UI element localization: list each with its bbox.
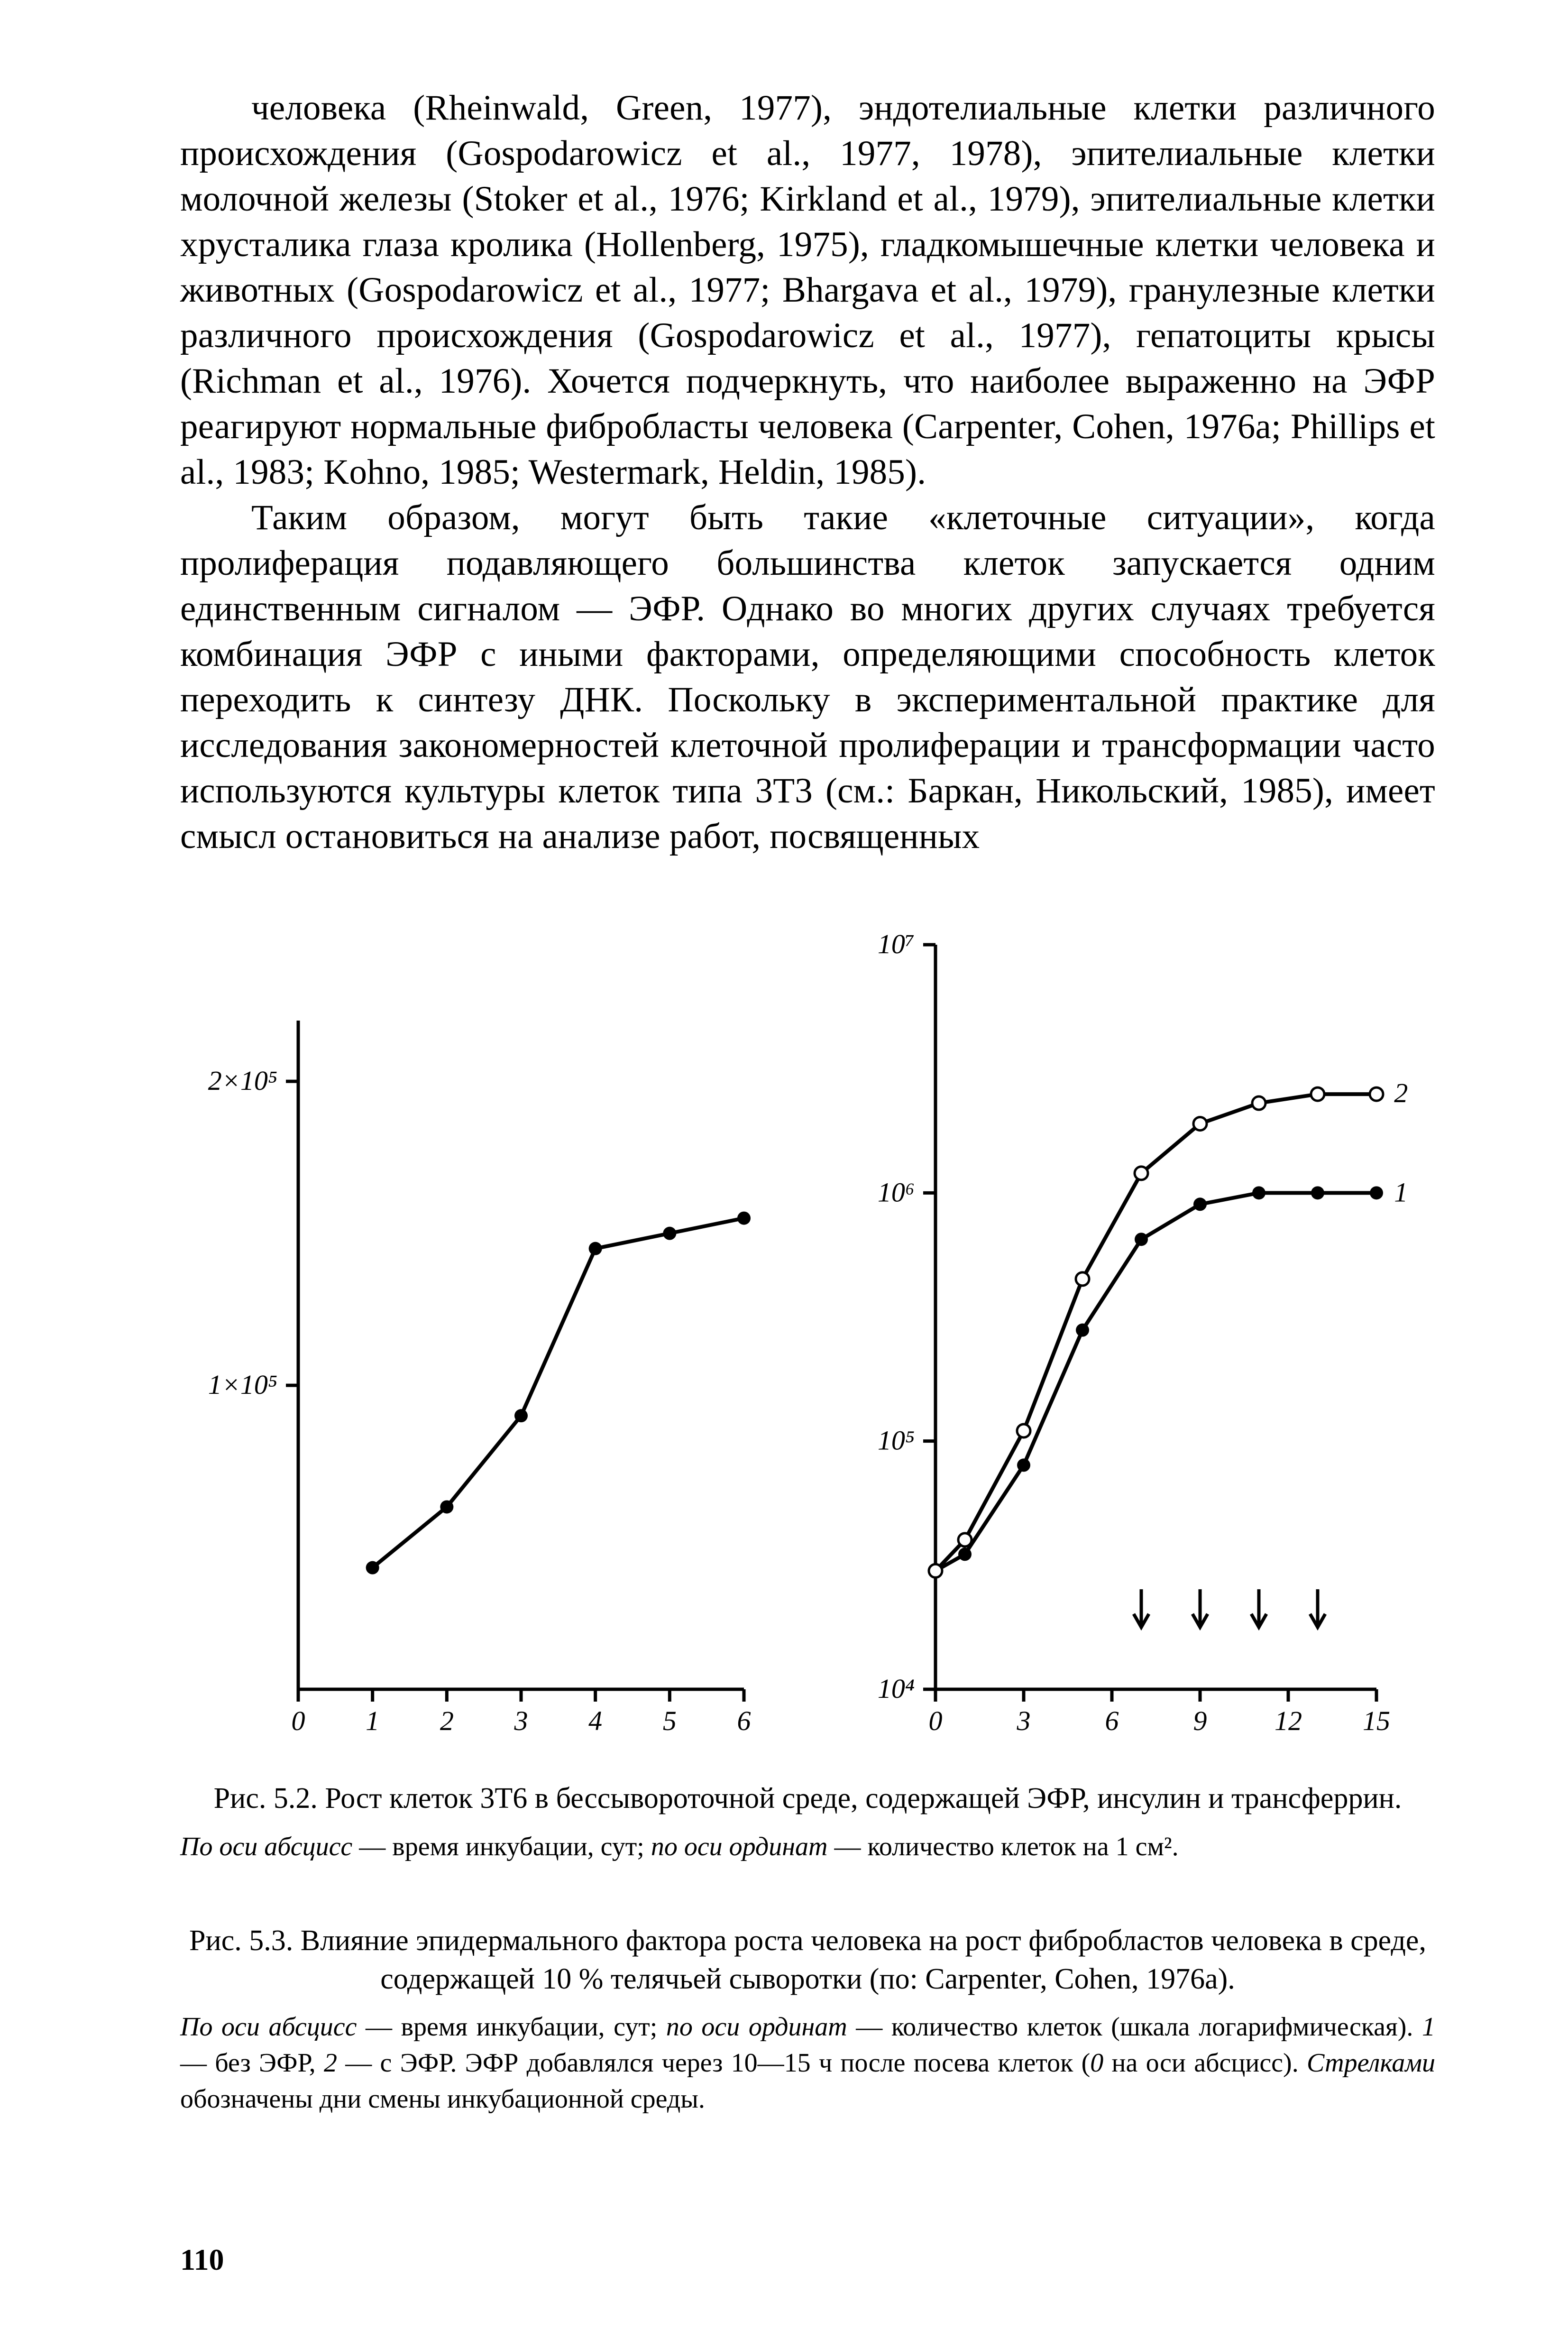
chart-5-3-svg: 0369121510⁴10⁵10⁶10⁷12	[841, 916, 1433, 1746]
caption-5-3-notes: По оси абсцисс — время инкубации, сут; п…	[180, 2009, 1435, 2117]
svg-text:3: 3	[514, 1705, 528, 1736]
svg-text:2×10⁵: 2×10⁵	[208, 1065, 277, 1096]
svg-text:1: 1	[366, 1705, 379, 1736]
svg-text:10⁴: 10⁴	[878, 1673, 915, 1704]
caption-5-3-title: Рис. 5.3. Влияние эпидермального фактора…	[180, 1922, 1435, 1998]
figures-row: 01234561×10⁵2×10⁵ 0369121510⁴10⁵10⁶10⁷12	[180, 916, 1435, 1746]
caption-5-2-notes: По оси абсцисс — время инкубации, сут; п…	[180, 1829, 1435, 1865]
chart-5-2-svg: 0 1 2 3 4 5 6 1×10⁵ 2×10⁵	[194, 1002, 763, 1746]
figure-5-2: 0 1 2 3 4 5 6 1×10⁵ 2×10⁵	[180, 1002, 777, 1746]
caption-5-2-title: Рис. 5.2. Рост клеток 3T6 в бессывороточ…	[180, 1779, 1435, 1818]
svg-text:15: 15	[1363, 1705, 1390, 1736]
figure-5-3: 0369121510⁴10⁵10⁶10⁷12	[839, 916, 1436, 1746]
paragraph-2: Таким образом, могут быть такие «клеточн…	[180, 495, 1435, 859]
svg-text:4: 4	[588, 1705, 602, 1736]
svg-text:10⁵: 10⁵	[878, 1425, 915, 1456]
svg-text:2: 2	[1394, 1077, 1408, 1108]
svg-text:6: 6	[1105, 1705, 1119, 1736]
page: { "paragraphs": { "p1": "человека (Rhein…	[0, 0, 1568, 2339]
page-number: 110	[180, 2242, 224, 2277]
svg-text:10⁷: 10⁷	[878, 929, 915, 959]
svg-text:1: 1	[1394, 1177, 1408, 1207]
svg-text:1×10⁵: 1×10⁵	[208, 1369, 277, 1400]
svg-text:2: 2	[440, 1705, 454, 1736]
svg-text:12: 12	[1275, 1705, 1302, 1736]
svg-text:0: 0	[292, 1705, 305, 1736]
svg-text:3: 3	[1016, 1705, 1030, 1736]
caption-5-2-notes-italic: По оси абсцисс	[180, 1832, 352, 1861]
svg-text:5: 5	[663, 1705, 677, 1736]
body-text: человека (Rheinwald, Green, 1977), эндот…	[180, 85, 1435, 859]
paragraph-1: человека (Rheinwald, Green, 1977), эндот…	[180, 85, 1435, 495]
svg-text:10⁶: 10⁶	[878, 1177, 915, 1207]
svg-text:0: 0	[928, 1705, 942, 1736]
svg-text:9: 9	[1193, 1705, 1207, 1736]
svg-text:6: 6	[737, 1705, 751, 1736]
